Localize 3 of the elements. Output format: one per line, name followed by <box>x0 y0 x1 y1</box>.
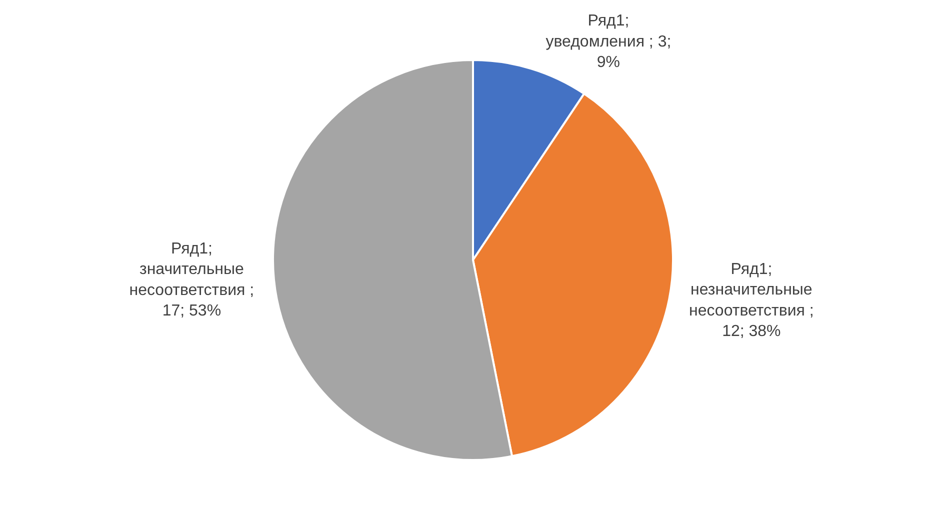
data-label: Ряд1; незначительные несоответствия ; 12; 38% <box>689 260 814 340</box>
data-label: Ряд1; значительные несоответствия ; 17; 53% <box>129 240 254 320</box>
data-label: Ряд1; уведомления ; 3; 9% <box>546 12 672 72</box>
